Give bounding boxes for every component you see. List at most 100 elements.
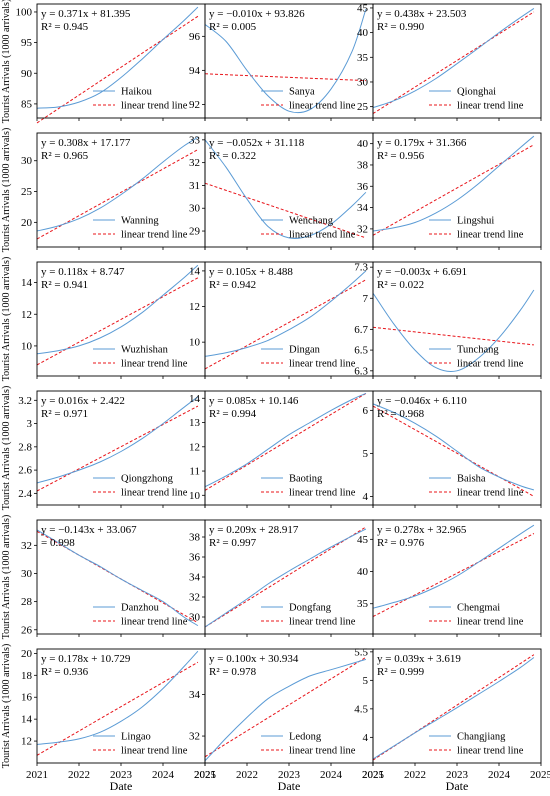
legend-trend-label: linear trend line (121, 359, 188, 370)
equation-text: y = −0.143x + 33.067 (41, 524, 137, 536)
y-axis-label: Tourist Arrivals (1000 arrivals) (1, 0, 12, 123)
equation-text: y = −0.052x + 31.118 (209, 137, 305, 149)
y-tick-label: 40 (357, 27, 369, 39)
y-tick-label: 30 (21, 568, 33, 580)
actual-line (36, 396, 199, 484)
y-tick-label: 45 (357, 2, 369, 14)
legend-trend-label: linear trend line (289, 617, 356, 628)
trend-line (36, 405, 199, 492)
actual-line (36, 529, 199, 627)
legend-trend-label: linear trend line (289, 230, 356, 241)
y-tick-label: 10 (21, 340, 33, 352)
legend-series-name: Wenchang (289, 216, 334, 227)
x-tick-label: 2021 (362, 769, 384, 781)
trend-line (204, 526, 367, 628)
r-squared-text: R² = 0.997 (209, 537, 257, 549)
y-tick-label: 34 (189, 689, 201, 701)
actual-line (204, 528, 367, 628)
y-tick-label: 95 (21, 37, 33, 49)
equation-text: y = 0.105x + 8.488 (209, 266, 293, 278)
y-tick-label: 30 (189, 203, 201, 215)
y-tick-label: 28 (21, 596, 33, 608)
y-tick-label: 32 (189, 731, 200, 743)
actual-line (36, 6, 199, 109)
equation-text: y = −0.003x + 6.691 (377, 266, 467, 278)
y-tick-label: 35 (357, 52, 369, 64)
y-tick-label: 30 (189, 612, 201, 624)
r-squared-text: R² = 0.978 (209, 666, 257, 678)
y-tick-label: 29 (189, 226, 201, 238)
legend-trend-label: linear trend line (121, 488, 188, 499)
r-squared-text: = 0.998 (41, 537, 75, 549)
y-tick-label: 32 (189, 592, 200, 604)
legend-trend-label: linear trend line (457, 230, 524, 241)
legend-trend-label: linear trend line (457, 488, 524, 499)
y-tick-label: 40 (357, 566, 369, 578)
y-tick-label: 14 (21, 277, 33, 289)
y-tick-label: 18 (21, 670, 33, 682)
equation-text: y = 0.308x + 17.177 (41, 137, 131, 149)
legend-series-name: Wanning (121, 216, 159, 227)
chart-panel-ledong: 32 34 2021 2022 2023 2024 2025 y = 0.100x + 30.… (189, 648, 385, 781)
y-tick-label: 36 (189, 552, 201, 564)
plot-frame (372, 648, 542, 764)
chart-panel-danzhou: 26 28 30 32 y = −0.143x + 33.067= 0.998 Danzh… (21, 519, 206, 637)
y-axis-label: Tourist Arrivals (1000 arrivals) (1, 386, 12, 511)
y-tick-label: 6 (363, 405, 369, 417)
legend-trend-label: linear trend line (121, 617, 188, 628)
y-tick-label: 94 (189, 65, 201, 77)
y-tick-label: 30 (21, 155, 33, 167)
actual-line (204, 270, 367, 357)
equation-text: y = 0.178x + 10.729 (41, 653, 131, 665)
legend-series-name: Baoting (289, 474, 323, 485)
y-tick-label: 7.3 (354, 262, 368, 274)
equation-text: y = 0.085x + 10.146 (209, 395, 299, 407)
r-squared-text: R² = 0.941 (41, 279, 88, 291)
equation-text: y = −0.046x + 6.110 (377, 395, 467, 407)
x-tick-label: 2023 (110, 769, 133, 781)
y-tick-label: 92 (189, 99, 200, 111)
r-squared-text: R² = 0.936 (41, 666, 89, 678)
actual-line (204, 8, 367, 114)
equation-text: y = 0.100x + 30.934 (209, 653, 299, 665)
trend-line (204, 73, 366, 82)
y-tick-label: 26 (21, 624, 33, 636)
chart-panel-changjiang: 4 4.5 5 5.5 2021 2022 2023 2024 2025 y = 0.039x +… (354, 646, 550, 781)
y-axis-label: Tourist Arrivals (1000 arrivals) (1, 515, 12, 640)
x-tick-label: 2024 (320, 769, 343, 781)
legend-trend-label: linear trend line (289, 101, 356, 112)
actual-line (36, 650, 199, 745)
actual-line (36, 264, 199, 355)
trend-line (204, 392, 367, 491)
trend-line (204, 656, 367, 758)
actual-line (372, 403, 535, 491)
r-squared-text: R² = 0.968 (377, 408, 425, 420)
y-tick-label: 6.3 (354, 365, 368, 377)
legend-series-name: Ledong (289, 732, 322, 743)
r-squared-text: R² = 0.005 (209, 21, 257, 33)
legend-trend-label: linear trend line (121, 746, 188, 757)
y-tick-label: 100 (16, 6, 33, 18)
equation-text: y = 0.179x + 31.366 (377, 137, 467, 149)
y-tick-label: 3.2 (18, 395, 32, 407)
r-squared-text: R² = 0.999 (377, 666, 425, 678)
legend-series-name: Dongfang (289, 603, 332, 614)
plot-frame (372, 261, 542, 377)
legend-series-name: Sanya (289, 87, 315, 98)
y-tick-label: 13 (189, 417, 201, 429)
legend-series-name: Wuzhishan (121, 345, 169, 356)
actual-line (372, 289, 535, 372)
y-tick-label: 6.7 (354, 324, 368, 336)
plot-frame (372, 519, 542, 635)
y-tick-label: 32 (189, 157, 200, 169)
legend-series-name: Danzhou (121, 603, 160, 614)
plot-frame (372, 3, 542, 119)
